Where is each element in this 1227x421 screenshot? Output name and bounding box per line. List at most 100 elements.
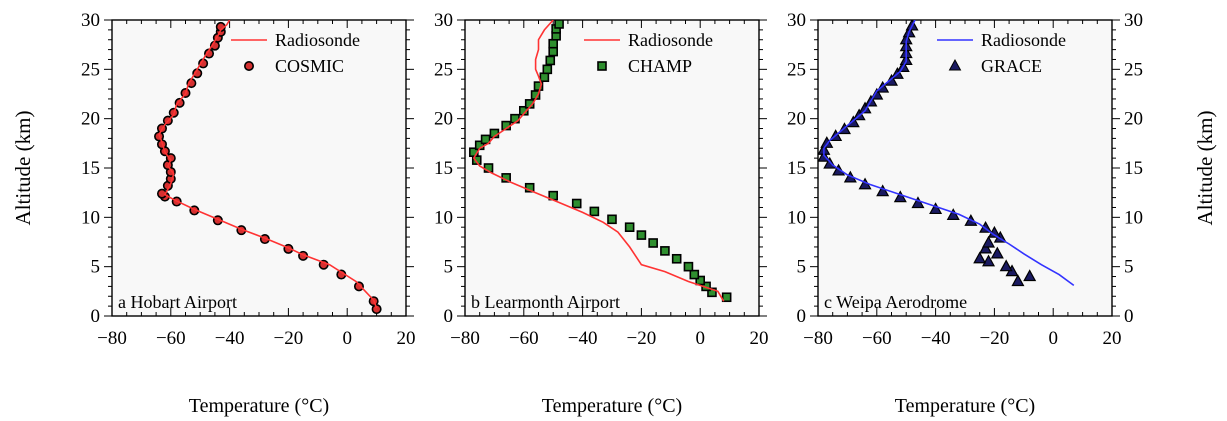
y-tick-label: 25 — [787, 59, 806, 80]
data-layer — [818, 20, 1075, 287]
x-tick-label: −80 — [97, 328, 127, 349]
y-tick-label-right: 25 — [1124, 59, 1143, 80]
plot-area — [111, 19, 407, 317]
x-tick-label: −20 — [627, 328, 657, 349]
x-tick-label: −60 — [156, 328, 186, 349]
y-tick-label: 20 — [81, 109, 100, 130]
x-tick-label: 20 — [1103, 328, 1122, 349]
data-point — [624, 222, 635, 232]
data-point — [893, 190, 907, 203]
data-point — [858, 101, 872, 114]
y-tick-label: 10 — [787, 207, 806, 228]
data-point — [545, 55, 556, 66]
x-tick-label: 0 — [695, 328, 705, 349]
data-point — [1023, 269, 1037, 282]
x-tick-label: −20 — [980, 328, 1010, 349]
legend-label: Radiosonde — [981, 30, 1066, 50]
y-tick-label: 30 — [81, 10, 100, 31]
y-tick-label: 30 — [434, 10, 453, 31]
x-tick-label: −60 — [509, 328, 539, 349]
x-tick-label: −80 — [803, 328, 833, 349]
y-tick-label: 5 — [797, 257, 807, 278]
y-tick-label: 25 — [81, 59, 100, 80]
series-line — [823, 20, 1075, 287]
y-tick-label: 25 — [434, 59, 453, 80]
y-tick-label: 15 — [434, 158, 453, 179]
panel-label: b Learmonth Airport — [471, 292, 620, 312]
y-tick-label: 15 — [787, 158, 806, 179]
data-point — [571, 198, 582, 209]
y-tick-label: 20 — [787, 109, 806, 130]
y-tick-label: 0 — [91, 306, 101, 327]
data-point — [990, 246, 1004, 259]
y-tick-label: 0 — [797, 306, 807, 327]
y-tick-label: 0 — [444, 306, 454, 327]
data-point — [548, 38, 559, 49]
data-point — [533, 81, 544, 91]
data-point — [929, 202, 943, 215]
data-point — [999, 259, 1013, 272]
data-point — [721, 292, 732, 303]
data-point — [683, 261, 694, 272]
data-layer — [469, 20, 732, 303]
legend-label: CHAMP — [628, 56, 692, 76]
series-line — [158, 20, 378, 309]
data-point — [820, 136, 834, 148]
data-point — [539, 72, 550, 83]
data-point — [982, 235, 996, 248]
data-point — [695, 275, 706, 286]
y-tick-label-right: 15 — [1124, 158, 1143, 179]
legend-label: GRACE — [981, 56, 1042, 76]
x-tick-label: −40 — [215, 328, 245, 349]
data-point — [548, 46, 559, 57]
data-point — [480, 134, 491, 145]
x-tick-label: 0 — [1048, 328, 1058, 349]
y-axis-label-right: Altitude (km) — [1193, 111, 1217, 226]
data-point — [671, 253, 682, 264]
y-tick-label: 5 — [91, 257, 101, 278]
legend-marker — [597, 61, 607, 71]
data-point — [946, 208, 960, 220]
data-point — [648, 238, 658, 248]
data-point — [876, 184, 890, 197]
plot-area — [817, 19, 1113, 317]
x-tick-label: 20 — [397, 328, 416, 349]
x-axis-label: Temperature (°C) — [189, 395, 329, 417]
data-point — [542, 64, 553, 75]
y-tick-label: 5 — [444, 257, 454, 278]
x-tick-label: 20 — [750, 328, 769, 349]
data-layer — [154, 20, 382, 315]
data-point — [554, 20, 564, 29]
y-tick-label-right: 10 — [1124, 207, 1143, 228]
y-tick-label: 10 — [81, 207, 100, 228]
data-point — [660, 246, 670, 256]
chart-panel-2: −80 −60 −40 −20 0 20 0 5 10 15 20 25 30 Temperature (… — [434, 10, 769, 417]
data-point — [1011, 274, 1025, 287]
x-tick-label: −60 — [862, 328, 892, 349]
legend-marker — [244, 60, 255, 71]
data-point — [911, 196, 925, 209]
data-point — [689, 269, 700, 280]
legend-marker — [948, 58, 962, 71]
y-tick-label-right: 20 — [1124, 109, 1143, 130]
data-point — [707, 287, 717, 298]
y-tick-label-right: 5 — [1124, 257, 1134, 278]
plot-area — [464, 19, 760, 317]
x-axis-label: Temperature (°C) — [542, 395, 682, 417]
legend-label: Radiosonde — [628, 30, 713, 50]
y-tick-label: 10 — [434, 207, 453, 228]
x-axis-label: Temperature (°C) — [895, 395, 1035, 417]
x-tick-label: −40 — [921, 328, 951, 349]
y-tick-label: 15 — [81, 158, 100, 179]
data-point — [636, 230, 647, 240]
x-tick-label: 0 — [342, 328, 352, 349]
panel-label: c Weipa Aerodrome — [824, 292, 967, 312]
y-tick-label-right: 0 — [1124, 306, 1134, 327]
panel-label: a Hobart Airport — [118, 292, 237, 312]
x-tick-label: −40 — [568, 328, 598, 349]
legend-label: Radiosonde — [275, 30, 360, 50]
chart-panel-1: −80 −60 −40 −20 0 20 0 5 10 15 20 25 30 Temperature (… — [11, 10, 416, 417]
x-tick-label: −20 — [274, 328, 304, 349]
